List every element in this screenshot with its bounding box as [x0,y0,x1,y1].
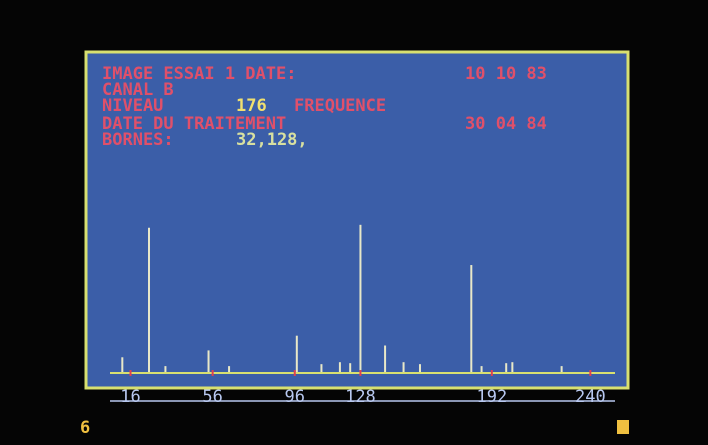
corner-marker [617,420,629,434]
screen-text: 176 [236,96,267,116]
screen-text: CANAL B [102,80,174,100]
bar [480,366,483,372]
bar [560,366,563,372]
bar [228,366,231,372]
bar [164,366,167,372]
x-tick-label: 56 [202,387,222,407]
bar [338,362,341,372]
screen-text: DATE DU TRAITEMENT [102,114,286,134]
x-tick-label: 192 [476,387,507,407]
screen-text: FREQUENCE [294,96,386,116]
screen [84,50,630,390]
screen-text: 6 [80,418,90,438]
bar [470,265,473,372]
bar [121,357,124,372]
screen-text: 10 10 83 [465,64,547,84]
screen-text: BORNES: [102,130,174,150]
bar [207,350,210,372]
bar [418,364,421,372]
bar [384,345,387,372]
x-tick-label: 128 [345,387,376,407]
bar [295,335,298,372]
x-tick-label: 96 [285,387,305,407]
bar [511,362,514,372]
bar [320,364,323,372]
screen-text: 30 04 84 [465,114,547,134]
bar [359,224,362,372]
screen-text: 32,128, [236,130,308,150]
bar [349,363,352,372]
bar [505,363,508,372]
screen-text: IMAGE ESSAI 1 DATE: [102,64,296,84]
x-tick-label: 240 [575,387,606,407]
bar [402,362,405,372]
bar [148,227,151,372]
x-tick-label: 16 [120,387,140,407]
screen-text: NIVEAU [102,96,163,116]
